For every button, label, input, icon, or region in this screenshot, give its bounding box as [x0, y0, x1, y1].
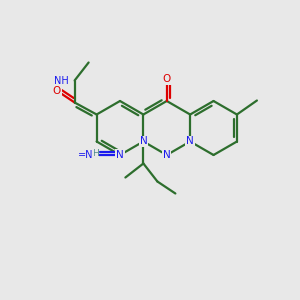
Text: NH: NH — [54, 76, 69, 85]
Text: H: H — [92, 149, 99, 158]
Text: N: N — [163, 150, 171, 160]
Text: O: O — [52, 85, 61, 95]
Text: O: O — [163, 74, 171, 84]
Text: N: N — [186, 136, 194, 146]
Text: N: N — [140, 136, 147, 146]
Text: =N: =N — [77, 150, 93, 160]
Text: N: N — [116, 150, 124, 160]
